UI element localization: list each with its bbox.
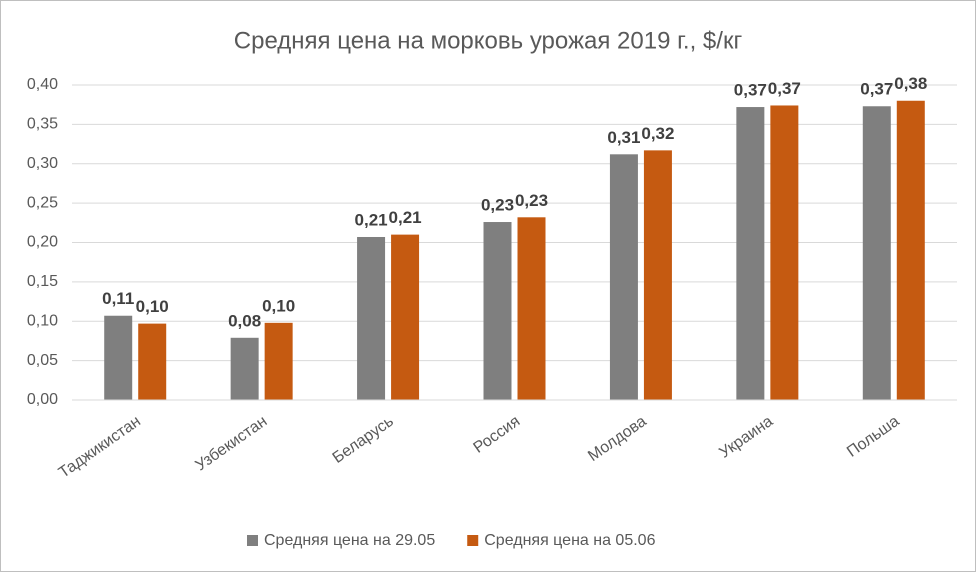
data-label: 0,08 <box>228 311 261 330</box>
bar <box>862 106 891 400</box>
data-label: 0,37 <box>860 80 893 99</box>
y-tick-label: 0,05 <box>27 352 58 369</box>
y-tick-label: 0,40 <box>27 76 58 93</box>
data-label: 0,38 <box>894 74 927 93</box>
bar <box>609 154 638 400</box>
data-label: 0,23 <box>515 191 548 210</box>
bar <box>230 337 259 400</box>
y-tick-label: 0,20 <box>27 234 58 251</box>
bar <box>104 315 133 400</box>
bar <box>391 234 420 400</box>
data-label: 0,37 <box>768 79 801 98</box>
data-label: 0,32 <box>641 124 674 143</box>
bar <box>736 107 765 401</box>
data-label: 0,21 <box>355 210 388 229</box>
y-tick-label: 0,25 <box>27 194 58 211</box>
bar <box>770 105 799 400</box>
y-tick-label: 0,10 <box>27 312 58 329</box>
bar <box>517 217 546 400</box>
bar <box>357 236 386 400</box>
data-label: 0,37 <box>734 81 767 100</box>
bar <box>264 322 293 400</box>
y-tick-label: 0,15 <box>27 273 58 290</box>
chart-title: Средняя цена на морковь урожая 2019 г., … <box>234 27 743 54</box>
bar <box>643 150 672 400</box>
data-label: 0,10 <box>262 296 295 315</box>
bar <box>138 323 167 400</box>
data-label: 0,11 <box>102 289 134 308</box>
data-label: 0,31 <box>607 128 640 147</box>
data-label: 0,10 <box>136 297 169 316</box>
data-label: 0,23 <box>481 196 514 215</box>
y-tick-label: 0,35 <box>27 116 58 133</box>
y-tick-label: 0,30 <box>27 155 58 172</box>
y-tick-label: 0,00 <box>27 391 58 408</box>
legend-label: Средняя цена на 29.05 <box>264 532 435 549</box>
legend-swatch <box>247 535 258 546</box>
legend-swatch <box>467 535 479 546</box>
data-label: 0,21 <box>389 208 422 227</box>
bar <box>483 222 512 400</box>
bar <box>896 100 925 400</box>
legend-label: Средняя цена на 05.06 <box>484 532 655 549</box>
